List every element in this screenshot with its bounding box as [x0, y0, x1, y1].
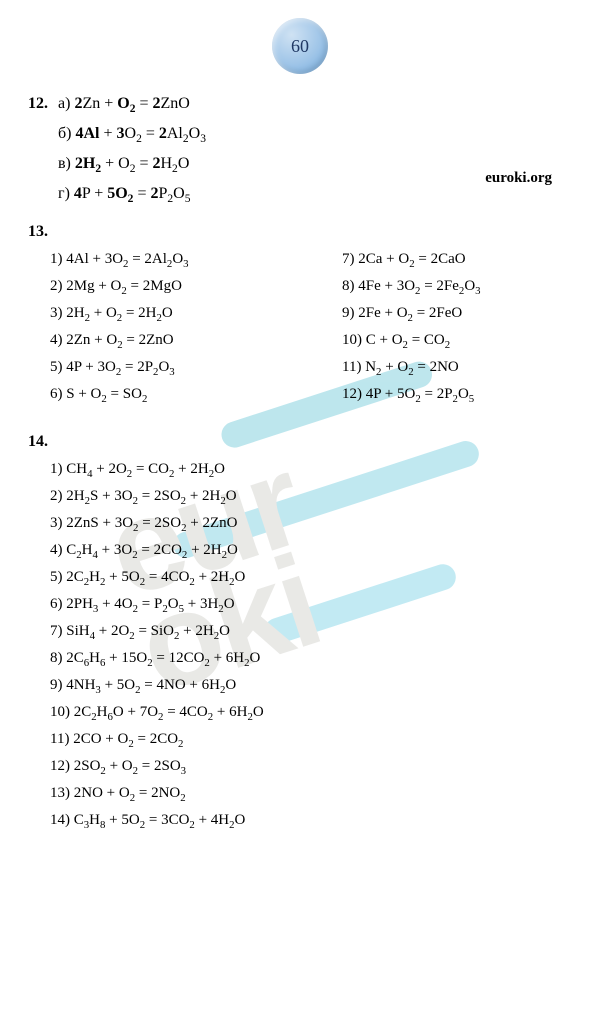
question-13: 13. 1) 4Al + 3O2 = 2Al2O3 2) 2Mg + O2 = 2… [28, 223, 572, 413]
page-content: 12.а) 2Zn + O2 = 2ZnOб) 4Al + 3O2 = 2Al2… [28, 95, 572, 849]
q14-equation: 4) C2H4 + 3O2 = 2CO2 + 2H2O [28, 542, 572, 559]
q14-equation: 14) C3H8 + 5O2 = 3CO2 + 4H2O [28, 812, 572, 829]
q12-letter: а) [58, 95, 70, 113]
q14-equation: 2) 2H2S + 3O2 = 2SO2 + 2H2O [28, 488, 572, 505]
q14-equation: 5) 2C2H2 + 5O2 = 4CO2 + 2H2O [28, 569, 572, 586]
q13-equation: 1) 4Al + 3O2 = 2Al2O3 [28, 251, 280, 268]
q14-equation: 10) 2C2H6O + 7O2 = 4CO2 + 6H2O [28, 704, 572, 721]
q14-equation: 13) 2NO + O2 = 2NO2 [28, 785, 572, 802]
question-13-left-column: 1) 4Al + 3O2 = 2Al2O3 2) 2Mg + O2 = 2MgO 3… [28, 251, 280, 413]
question-12-number: 12. [28, 95, 58, 113]
q12-line: 12.а) 2Zn + O2 = 2ZnO [28, 95, 572, 113]
q13-equation: 4) 2Zn + O2 = 2ZnO [28, 332, 280, 349]
q14-equation: 12) 2SO2 + O2 = 2SO3 [28, 758, 572, 775]
q14-equation: 3) 2ZnS + 3O2 = 2SO2 + 2ZnO [28, 515, 572, 532]
q14-equation: 11) 2CO + O2 = 2CO2 [28, 731, 572, 748]
q13-equation: 7) 2Ca + O2 = 2CaO [320, 251, 572, 268]
q14-equation: 7) SiH4 + 2O2 = SiO2 + 2H2O [28, 623, 572, 640]
q12-letter: в) [58, 155, 71, 173]
q14-equation: 1) CH4 + 2O2 = CO2 + 2H2O [28, 461, 572, 478]
q14-equation: 8) 2C6H6 + 15O2 = 12CO2 + 6H2O [28, 650, 572, 667]
q12-letter: г) [58, 185, 70, 203]
question-12: 12.а) 2Zn + O2 = 2ZnOб) 4Al + 3O2 = 2Al2… [28, 95, 572, 203]
q12-equation: 4P + 5O2 = 2P2O5 [74, 185, 191, 203]
q13-equation: 9) 2Fe + O2 = 2FeO [320, 305, 572, 322]
q13-equation: 6) S + O2 = SO2 [28, 386, 280, 403]
q12-line: в) 2H2 + O2 = 2H2O [28, 155, 572, 173]
q13-equation: 12) 4P + 5O2 = 2P2O5 [320, 386, 572, 403]
q12-letter: б) [58, 125, 71, 143]
page-number-badge: 60 [272, 18, 328, 74]
q13-equation: 11) N2 + O2 = 2NO [320, 359, 572, 376]
q12-line: г) 4P + 5O2 = 2P2O5 [28, 185, 572, 203]
q13-equation: 10) C + O2 = CO2 [320, 332, 572, 349]
question-13-number: 13. [28, 223, 572, 241]
question-14: 14. 1) CH4 + 2O2 = CO2 + 2H2O 2) 2H2S + 3… [28, 433, 572, 829]
page-number: 60 [291, 36, 309, 57]
q13-equation: 2) 2Mg + O2 = 2MgO [28, 278, 280, 295]
q14-equation: 6) 2PH3 + 4O2 = P2O5 + 3H2O [28, 596, 572, 613]
q13-equation: 8) 4Fe + 3O2 = 2Fe2O3 [320, 278, 572, 295]
q13-equation: 5) 4P + 3O2 = 2P2O3 [28, 359, 280, 376]
q12-equation: 2H2 + O2 = 2H2O [75, 155, 189, 173]
question-13-right-column: 7) 2Ca + O2 = 2CaO 8) 4Fe + 3O2 = 2Fe2O3 9… [320, 251, 572, 413]
q14-equation: 9) 4NH3 + 5O2 = 4NO + 6H2O [28, 677, 572, 694]
q12-line: б) 4Al + 3O2 = 2Al2O3 [28, 125, 572, 143]
q12-equation: 4Al + 3O2 = 2Al2O3 [75, 125, 205, 143]
question-14-number: 14. [28, 433, 572, 451]
q13-equation: 3) 2H2 + O2 = 2H2O [28, 305, 280, 322]
q12-equation: 2Zn + O2 = 2ZnO [74, 95, 189, 113]
